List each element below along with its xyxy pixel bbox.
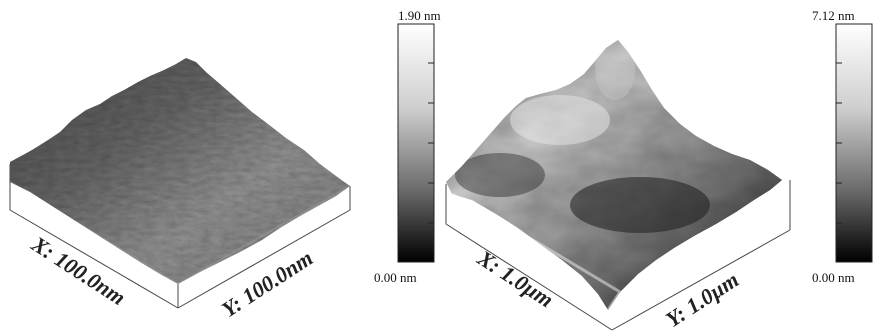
panel-2-scale-max-label: 7.12 nm — [812, 8, 855, 23]
panel-1-color-scale: 1.90 nm 0.00 nm — [374, 8, 441, 285]
panel-2-x-axis-label: X: 1.0µm — [472, 245, 558, 313]
panel-2: X: 1.0µm Y: 1.0µm 7.12 nm 0.00 nm — [445, 8, 873, 332]
panel-2-frame — [445, 180, 791, 331]
panel-1: X: 100.0nm Y: 100.0nm 1.90 nm 0.00 nm — [9, 8, 441, 322]
panel-1-scale-min-label: 0.00 nm — [374, 270, 417, 285]
panel-2-scale-min-label: 0.00 nm — [812, 270, 855, 285]
panel-1-frame — [9, 164, 351, 309]
panel-2-color-scale: 7.12 nm 0.00 nm — [812, 8, 873, 285]
panel-1-scale-max-label: 1.90 nm — [398, 8, 441, 23]
panel-2-y-axis-label: Y: 1.0µm — [661, 267, 743, 332]
